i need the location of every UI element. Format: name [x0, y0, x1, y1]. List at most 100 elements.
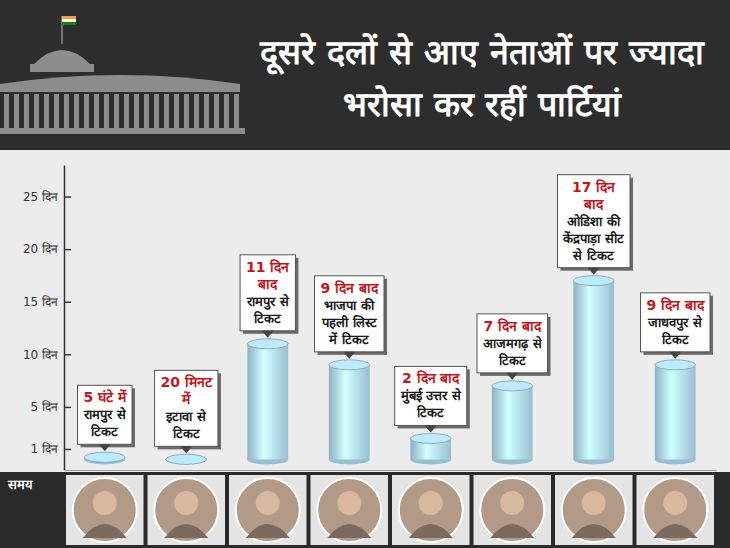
annotation-pointer: [99, 444, 111, 451]
photo-face: [582, 491, 606, 515]
annotation-box: [315, 276, 385, 352]
title: दूसरे दलों से आए नेताओं पर ज्यादाभरोसा क…: [259, 32, 704, 124]
photo-face: [337, 491, 361, 515]
annotation-line: इटावा से: [165, 409, 207, 424]
bar: [655, 365, 696, 460]
column: [124, 94, 129, 128]
title-line: दूसरे दलों से आए नेताओं पर ज्यादा: [259, 32, 704, 75]
parliament-icon: [0, 16, 245, 134]
photo-body: [572, 524, 616, 538]
column: [154, 94, 159, 128]
annotation-box: [78, 385, 133, 444]
column: [44, 94, 49, 128]
base: [0, 128, 245, 134]
y-axis: 1 दिन5 दिन10 दिन15 दिन20 दिन25 दिन: [23, 166, 71, 471]
column: [14, 94, 19, 128]
annotation-line: टिकट: [90, 424, 118, 439]
flag-stripe: [62, 19, 76, 22]
title-band: [0, 0, 730, 150]
data-label: 11 दिनबाद: [246, 259, 290, 292]
photo-frame: [311, 475, 389, 545]
photo-body: [490, 524, 534, 538]
annotation: 17 दिनबादओडिशा कीकेंद्रपाड़ा सीटसे टिकट: [557, 175, 633, 275]
flag-stripe: [62, 16, 76, 19]
column: [144, 94, 149, 128]
flag-stripe: [62, 22, 76, 25]
annotation-box: [557, 175, 630, 268]
bar: [492, 386, 533, 460]
y-tick-mark: [64, 249, 71, 251]
annotation-line: केंद्रपाड़ा सीट: [562, 231, 624, 246]
annotation-pointer: [669, 352, 681, 359]
column: [204, 94, 209, 128]
photo-body: [653, 524, 697, 538]
annotation-line: रामपुर से: [83, 407, 127, 423]
roof: [0, 75, 240, 92]
photo: [73, 478, 137, 542]
column: [94, 94, 99, 128]
annotation-line: रामपुर से: [246, 294, 290, 310]
photo: [562, 478, 626, 542]
bar: [329, 365, 370, 460]
y-tick: 15 दिन: [23, 295, 71, 309]
data-label: 20 मिनटमें: [161, 374, 213, 407]
data-label-line: बाद: [257, 276, 278, 292]
column: [174, 94, 179, 128]
annotation-line: पहली लिस्ट: [321, 315, 377, 330]
y-tick-mark: [64, 407, 71, 409]
data-label-line: 20 मिनट: [161, 374, 213, 390]
annotation-pointer: [262, 331, 274, 338]
plot-background: [0, 150, 730, 472]
bar-bottom-cap: [166, 454, 207, 464]
bar-top-cap: [410, 433, 451, 443]
y-tick-label: 25 दिन: [23, 190, 58, 204]
data-label-line: बाद: [583, 196, 604, 212]
y-tick: 1 दिन: [31, 442, 71, 456]
annotation-text: आजमगढ़ सेटिकट: [483, 336, 543, 368]
photo-face: [174, 491, 198, 515]
data-label: 5 घंटे में: [84, 389, 127, 405]
data-label: 9 दिन बाद: [647, 297, 705, 313]
y-axis-line: [64, 166, 66, 471]
annotation-box: [395, 366, 467, 425]
annotation-pointer: [180, 446, 192, 453]
annotation-line: टिकट: [172, 426, 200, 441]
data-label-line: 11 दिन: [246, 259, 290, 275]
annotation-box: [477, 314, 548, 373]
annotation-line: में टिकट: [328, 332, 369, 347]
drum: [30, 64, 94, 72]
photos: [66, 475, 714, 545]
photo-body: [327, 524, 371, 538]
y-tick: 25 दिन: [23, 190, 71, 204]
bar: [247, 344, 288, 460]
annotation-pointer: [343, 352, 355, 359]
annotation-box: [240, 255, 295, 331]
annotation-line: टिकट: [661, 332, 689, 347]
annotation-pointer: [506, 373, 518, 380]
photo-face: [500, 491, 524, 515]
column: [54, 94, 59, 128]
data-label-line: में: [181, 391, 191, 407]
photo-body: [409, 524, 453, 538]
bar-top-cap: [247, 339, 288, 349]
data-label: 17 दिनबाद: [572, 179, 616, 212]
column: [214, 94, 219, 128]
annotation-line: ओडिशा की: [567, 214, 621, 229]
y-tick: 20 दिन: [23, 242, 71, 256]
data-label: 2 दिन बाद: [402, 370, 460, 386]
data-label-line: 9 दिन बाद: [647, 297, 705, 313]
photo-body: [164, 524, 208, 538]
data-label-line: 9 दिन बाद: [321, 280, 379, 296]
bar-top-cap: [655, 360, 696, 370]
annotation-pointer: [425, 425, 437, 432]
photo-frame: [555, 475, 633, 545]
column: [164, 94, 169, 128]
chart-svg: दूसरे दलों से आए नेताओं पर ज्यादाभरोसा क…: [0, 0, 730, 548]
photo: [480, 478, 544, 542]
photo-frame: [66, 475, 144, 545]
column: [64, 94, 69, 128]
annotation-text: मुंबई उत्तर सेटिकट: [400, 388, 462, 420]
annotations: 5 घंटे मेंरामपुर सेटिकट20 मिनटमेंइटावा स…: [78, 175, 714, 454]
photo-face: [256, 491, 280, 515]
annotation-line: टिकट: [498, 353, 526, 368]
